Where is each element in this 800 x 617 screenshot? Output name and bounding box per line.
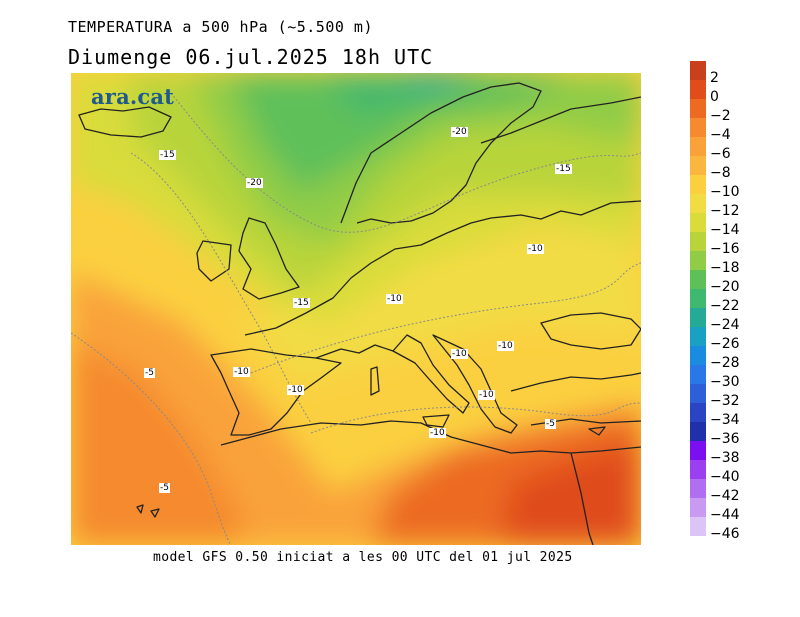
legend-label: −38	[710, 450, 740, 466]
legend-swatch	[690, 251, 706, 270]
contour-label: -10	[287, 385, 304, 395]
contour-label: -10	[233, 367, 250, 377]
legend-swatch	[690, 232, 706, 251]
contour-label: -10	[478, 390, 495, 400]
legend-label: −2	[710, 108, 731, 124]
contour-label: -10	[386, 294, 403, 304]
temperature-field	[71, 73, 641, 545]
contour-label: -15	[159, 150, 176, 160]
contour-label: -15	[555, 164, 572, 174]
contour-label: -10	[429, 428, 446, 438]
legend-swatch	[690, 289, 706, 308]
legend-label: −34	[710, 412, 740, 428]
legend-swatch	[690, 137, 706, 156]
legend-label: −32	[710, 393, 740, 409]
legend-swatch	[690, 460, 706, 479]
legend-swatch	[690, 270, 706, 289]
contour-label: -5	[545, 419, 556, 429]
contour-label: -15	[293, 298, 310, 308]
legend-swatch	[690, 156, 706, 175]
legend-label: 0	[710, 89, 719, 105]
legend-label: −46	[710, 526, 740, 542]
map-title: TEMPERATURA a 500 hPa (~5.500 m)	[68, 18, 373, 36]
contour-label: -10	[497, 341, 514, 351]
legend-label: −12	[710, 203, 740, 219]
color-scale	[690, 61, 706, 536]
legend-swatch	[690, 175, 706, 194]
legend-swatch	[690, 99, 706, 118]
brand-logo: ara.cat	[91, 84, 175, 109]
legend-swatch	[690, 308, 706, 327]
legend-label: −4	[710, 127, 731, 143]
legend-label: −24	[710, 317, 740, 333]
legend-label: −6	[710, 146, 731, 162]
legend-label: −30	[710, 374, 740, 390]
legend-swatch	[690, 517, 706, 536]
legend-label: −14	[710, 222, 740, 238]
legend-label: −16	[710, 241, 740, 257]
contour-label: -5	[144, 368, 155, 378]
contour-label: -10	[451, 349, 468, 359]
legend-swatch	[690, 327, 706, 346]
temperature-map: ara.cat -15 -20 -20 -15 -10 -15 -10 -10 …	[71, 73, 641, 545]
contour-label: -5	[159, 483, 170, 493]
legend-swatch	[690, 61, 706, 80]
legend-swatch	[690, 80, 706, 99]
legend-label: −22	[710, 298, 740, 314]
legend-label: −10	[710, 184, 740, 200]
legend-swatch	[690, 422, 706, 441]
legend-label: 2	[710, 70, 719, 86]
legend-label: −28	[710, 355, 740, 371]
legend-label: −20	[710, 279, 740, 295]
contour-label: -20	[246, 178, 263, 188]
legend-swatch	[690, 403, 706, 422]
legend-label: −44	[710, 507, 740, 523]
legend-swatch	[690, 479, 706, 498]
legend-swatch	[690, 365, 706, 384]
map-valid-time: Diumenge 06.jul.2025 18h UTC	[68, 45, 434, 69]
legend-swatch	[690, 498, 706, 517]
model-run-info: model GFS 0.50 iniciat a les 00 UTC del …	[153, 550, 573, 565]
legend-swatch	[690, 213, 706, 232]
contour-label: -10	[527, 244, 544, 254]
legend-label: −26	[710, 336, 740, 352]
legend-label: −36	[710, 431, 740, 447]
legend-swatch	[690, 384, 706, 403]
legend-label: −42	[710, 488, 740, 504]
legend-swatch	[690, 194, 706, 213]
legend-swatch	[690, 346, 706, 365]
legend-label: −18	[710, 260, 740, 276]
legend-label: −8	[710, 165, 731, 181]
contour-label: -20	[451, 127, 468, 137]
legend-swatch	[690, 118, 706, 137]
legend-swatch	[690, 441, 706, 460]
legend-label: −40	[710, 469, 740, 485]
